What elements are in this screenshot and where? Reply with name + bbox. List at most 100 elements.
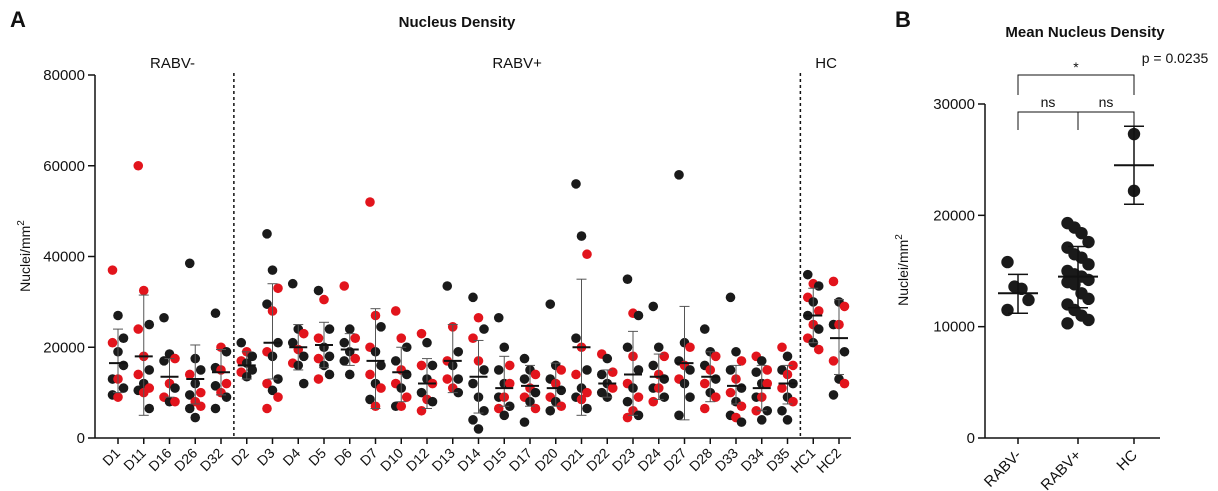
data-point-red (401, 392, 412, 402)
data-point-black (118, 333, 129, 343)
panel-a-title: Nucleus Density (399, 14, 516, 31)
data-point-red (339, 281, 350, 291)
panel-b-data-point (1082, 273, 1095, 287)
data-point-black (247, 365, 258, 375)
data-point-red (195, 401, 206, 412)
panel-a-x-tick-label: D4 (279, 445, 303, 469)
data-point-black (659, 374, 670, 384)
data-point-red (107, 337, 118, 348)
data-point-black (144, 403, 155, 414)
data-point-red (319, 294, 329, 305)
data-point-red (633, 392, 644, 402)
data-point-red (416, 328, 427, 339)
data-point-black (324, 324, 335, 334)
data-point-red (184, 369, 195, 380)
data-point-black (365, 394, 375, 405)
data-point-black (390, 356, 401, 366)
panel-b-ylabel-sup: 2 (894, 234, 905, 240)
panel-a-x-tick-label: D24 (634, 445, 664, 475)
panel-b-x-tick-label: RABV- (981, 447, 1025, 491)
data-point-black (170, 383, 180, 393)
data-point-red (762, 365, 773, 375)
data-point-black (422, 337, 432, 348)
data-point-red (504, 360, 515, 371)
data-point-black (273, 374, 283, 384)
panel-b-x-tick-label: RABV+ (1038, 447, 1085, 491)
data-point-red (195, 387, 206, 398)
data-point-black (519, 353, 530, 364)
data-point-red (170, 396, 180, 407)
data-point-red (777, 383, 787, 393)
data-point-red (530, 369, 541, 380)
panel-b-y-tick-label: 10000 (933, 319, 975, 336)
data-point-black (736, 383, 747, 393)
ns-left: ns (1041, 94, 1056, 110)
data-point-red (113, 392, 123, 402)
data-point-red (648, 396, 659, 407)
panel-a-y-tick-label: 80000 (43, 67, 85, 84)
data-point-red (365, 197, 375, 207)
data-point-black (725, 365, 736, 375)
panel-b-y-tick-label: 30000 (933, 96, 975, 113)
data-point-black (699, 324, 710, 334)
data-point-red (170, 353, 180, 364)
data-point-black (401, 342, 412, 353)
data-point-red (685, 342, 695, 353)
panel-a-y-tick-label: 0 (77, 430, 85, 447)
data-point-black (453, 346, 464, 357)
data-point-black (298, 351, 309, 362)
data-point-black (493, 312, 504, 323)
data-point-red (313, 353, 324, 364)
panel-a-x-tick-label: D7 (357, 445, 381, 469)
data-point-red (262, 403, 272, 414)
panel-a-x-tick-label: D32 (197, 445, 227, 475)
data-point-black (602, 353, 613, 364)
panel-b-plot: 0 10000 20000 30000 RABV- RABV+ HC * p = 0.0235 n… (933, 50, 1208, 491)
data-point-black (659, 392, 670, 402)
panel-a-x-tick-label: D23 (609, 445, 639, 475)
data-point-black (633, 365, 644, 375)
data-point-black (504, 401, 515, 412)
data-point-black (479, 405, 489, 416)
data-point-red (839, 301, 850, 312)
panel-b-y-tick-label: 20000 (933, 207, 975, 224)
data-point-black (782, 415, 793, 425)
data-point-black (622, 342, 633, 353)
data-point-black (756, 356, 767, 366)
data-point-black (762, 405, 773, 416)
data-point-red (571, 369, 581, 380)
data-point-black (427, 360, 438, 371)
data-point-black (184, 403, 195, 414)
data-point-black (468, 378, 478, 389)
data-point-black (674, 410, 684, 421)
panel-a-y-tick-label: 60000 (43, 158, 85, 175)
data-point-red (313, 374, 324, 384)
data-point-red (133, 369, 144, 380)
data-point-red (699, 378, 710, 389)
data-point-black (633, 310, 644, 321)
data-point-black (802, 269, 813, 280)
data-point-black (344, 369, 355, 380)
panel-a-x-tick-label: D17 (506, 445, 536, 475)
data-point-red (736, 401, 747, 412)
data-point-black (324, 351, 335, 362)
sig-star: * (1073, 59, 1079, 75)
data-point-black (756, 415, 767, 425)
panel-a-x-tick-label: D1 (99, 445, 123, 469)
data-point-red (828, 276, 839, 287)
panel-b-data-point (1082, 235, 1095, 249)
data-point-red (504, 378, 515, 389)
data-point-red (582, 387, 592, 398)
panel-a-ylabel-text: Nuclei/mm (17, 226, 33, 292)
data-point-black (210, 403, 221, 414)
data-point-black (267, 385, 278, 396)
data-point-red (298, 328, 309, 339)
data-point-black (287, 337, 298, 348)
data-point-red (725, 387, 736, 398)
data-point-red (710, 351, 721, 362)
panel-a-x-tick-label: D2 (228, 445, 252, 469)
data-point-black (499, 342, 510, 353)
data-point-black (519, 374, 530, 384)
data-point-black (376, 322, 386, 332)
group-label: RABV+ (492, 55, 542, 72)
